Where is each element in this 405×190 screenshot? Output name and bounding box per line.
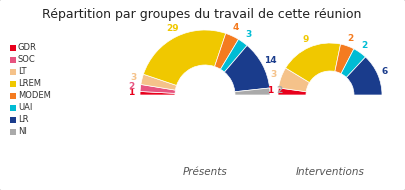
Bar bbox=[10, 105, 16, 111]
Text: 2: 2 bbox=[128, 82, 134, 92]
Wedge shape bbox=[286, 43, 341, 82]
Text: 9: 9 bbox=[303, 36, 309, 44]
Text: 2: 2 bbox=[276, 86, 282, 96]
Text: NI: NI bbox=[18, 127, 27, 136]
Bar bbox=[10, 129, 16, 135]
Text: 2: 2 bbox=[362, 41, 368, 51]
Wedge shape bbox=[220, 39, 247, 72]
Wedge shape bbox=[279, 68, 309, 92]
Bar bbox=[10, 57, 16, 63]
Wedge shape bbox=[224, 45, 270, 92]
Bar bbox=[10, 81, 16, 87]
Text: UAI: UAI bbox=[18, 104, 32, 112]
Text: Répartition par groupes du travail de cette réunion: Répartition par groupes du travail de ce… bbox=[42, 8, 362, 21]
Text: LR: LR bbox=[18, 116, 28, 124]
Wedge shape bbox=[140, 91, 175, 95]
Text: 1: 1 bbox=[128, 89, 134, 97]
Text: SOC: SOC bbox=[18, 55, 36, 64]
Text: 3: 3 bbox=[130, 73, 136, 82]
Text: 2: 2 bbox=[347, 34, 353, 43]
Text: Interventions: Interventions bbox=[296, 167, 364, 177]
Wedge shape bbox=[215, 33, 239, 69]
Text: 6: 6 bbox=[382, 67, 388, 76]
Text: 3: 3 bbox=[245, 30, 251, 39]
Wedge shape bbox=[143, 30, 226, 86]
Wedge shape bbox=[335, 44, 354, 74]
Wedge shape bbox=[346, 57, 382, 95]
Wedge shape bbox=[140, 85, 175, 93]
Text: 29: 29 bbox=[166, 24, 179, 33]
Wedge shape bbox=[235, 88, 270, 95]
Bar bbox=[10, 117, 16, 123]
Text: 1: 1 bbox=[267, 86, 273, 95]
Text: 3: 3 bbox=[271, 70, 277, 79]
Wedge shape bbox=[341, 49, 365, 78]
Wedge shape bbox=[278, 88, 306, 95]
Text: LT: LT bbox=[18, 67, 26, 77]
Text: MODEM: MODEM bbox=[18, 92, 51, 101]
Text: Présents: Présents bbox=[183, 167, 227, 177]
Text: LREM: LREM bbox=[18, 79, 41, 89]
Text: GDR: GDR bbox=[18, 44, 37, 52]
Wedge shape bbox=[141, 74, 177, 90]
Bar bbox=[10, 93, 16, 99]
Bar bbox=[10, 69, 16, 75]
Text: 4: 4 bbox=[233, 23, 239, 32]
Text: 14: 14 bbox=[264, 56, 277, 65]
Bar bbox=[10, 45, 16, 51]
